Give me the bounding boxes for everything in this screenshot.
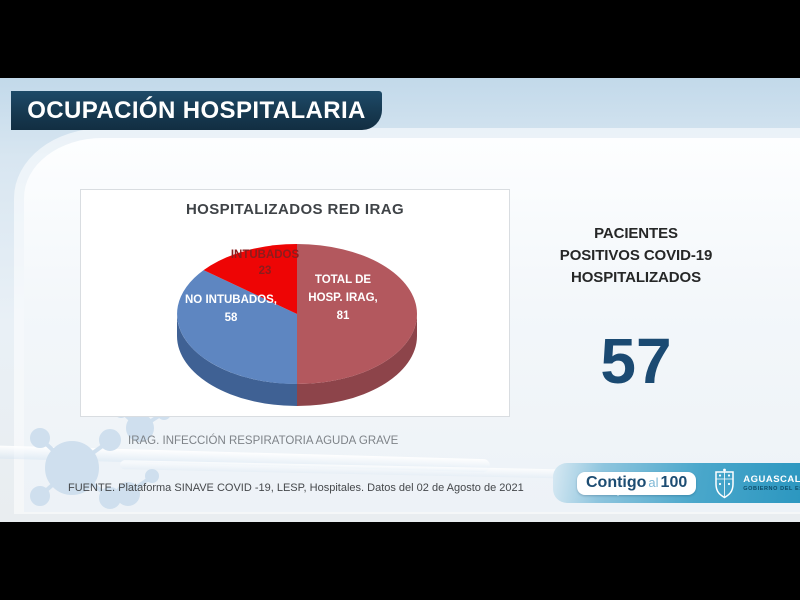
pie-label-no-intubados: NO INTUBADOS, xyxy=(185,294,277,306)
state-name: AGUASCALIENTES xyxy=(743,474,800,485)
letterbox-bottom xyxy=(0,522,800,600)
pie-chart: INTUBADOS 23 NO INTUBADOS, 58 TOTAL DE H… xyxy=(177,244,417,406)
chart-panel: INTUBADOS 23 NO INTUBADOS, 58 TOTAL DE H… xyxy=(80,189,510,417)
contigo-logo-text: Contigo xyxy=(586,473,647,491)
pie-side-no-intubados xyxy=(177,314,297,406)
letterbox-top xyxy=(0,0,800,78)
aguascalientes-logo: AGUASCALIENTES GOBIERNO DEL ESTADO 7/11 xyxy=(712,468,800,499)
chart-title: HOSPITALIZADOS RED IRAG xyxy=(185,201,405,218)
contigo-logo-text: al xyxy=(648,474,659,490)
page-title-banner: OCUPACIÓN HOSPITALARIA xyxy=(11,91,382,130)
kpi-label-line3: HOSPITALIZADOS xyxy=(571,269,701,286)
kpi-label-line1: PACIENTES xyxy=(594,225,678,242)
state-subtitle: GOBIERNO DEL ESTADO xyxy=(743,486,800,492)
contigo-al-100-logo: Contigo al 100 xyxy=(577,471,697,496)
contigo-logo-text: 100 xyxy=(660,473,688,491)
pie-label-intubados: INTUBADOS xyxy=(231,249,300,261)
pie-label-total-line2: HOSP. IRAG, xyxy=(308,292,377,304)
pie-side-total xyxy=(297,314,417,406)
kpi-label-line2: POSITIVOS COVID-19 xyxy=(559,247,713,264)
pie-label-no-intubados-value: 58 xyxy=(225,312,238,324)
pie-label-total-line1: TOTAL DE xyxy=(315,274,372,286)
irag-definition-note: IRAG. INFECCIÓN RESPIRATORIA AGUDA GRAVE xyxy=(128,435,399,447)
pie-label-total-value: 81 xyxy=(337,310,350,322)
coat-of-arms-icon xyxy=(715,468,734,498)
brand-band: Contigo al 100 AGUASCALIENTES GOBIERNO D… xyxy=(553,463,800,503)
slide: OCUPACIÓN HOSPITALARIA INTUBADOS 23 NO I… xyxy=(0,78,800,522)
pie-slice-total-hosp-irag xyxy=(297,244,417,384)
kpi-block: PACIENTES POSITIVOS COVID-19 HOSPITALIZA… xyxy=(520,223,752,393)
pie-slice-no-intubados xyxy=(177,270,297,384)
page-title: OCUPACIÓN HOSPITALARIA xyxy=(27,96,366,124)
pie-slice-intubados xyxy=(203,244,297,314)
kpi-value: 57 xyxy=(600,325,672,397)
source-text: FUENTE. Plataforma SINAVE COVID -19, LES… xyxy=(68,482,524,494)
molecule-decoration xyxy=(30,406,171,509)
pie-label-intubados-value: 23 xyxy=(259,265,272,277)
